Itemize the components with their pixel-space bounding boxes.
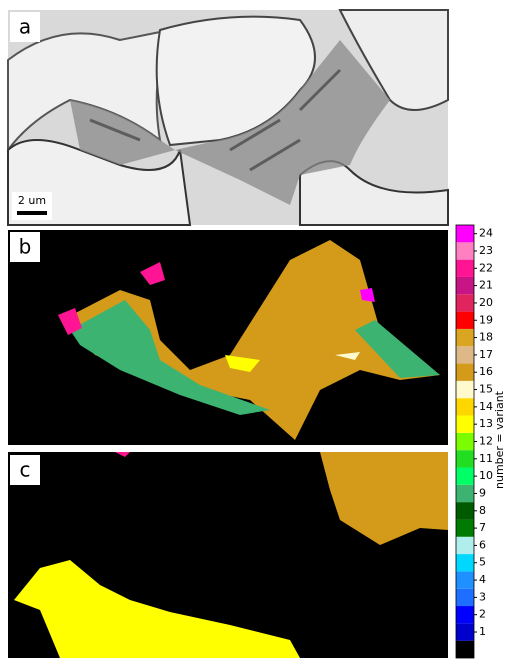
colorbar-tick-label: 13 — [479, 417, 493, 430]
colorbar-segment — [456, 346, 474, 363]
colorbar-tick-label: 20 — [479, 296, 493, 309]
colorbar-segment — [456, 260, 474, 277]
colorbar-tick-label: 3 — [479, 590, 486, 603]
colorbar-segment — [456, 225, 474, 242]
colorbar-segment — [456, 606, 474, 623]
colorbar-tick-label: 22 — [479, 261, 493, 274]
colorbar-segment — [456, 467, 474, 484]
colorbar-tick-label: 4 — [479, 573, 486, 586]
panel-label: a — [19, 15, 31, 39]
panel-label: c — [20, 458, 31, 482]
colorbar-tick-label: 16 — [479, 365, 493, 378]
colorbar-tick-label: 8 — [479, 504, 486, 517]
colorbar-tick-label: 18 — [479, 331, 493, 344]
colorbar-segment — [456, 589, 474, 606]
colorbar-tick-label: 19 — [479, 313, 493, 326]
colorbar-segment — [456, 381, 474, 398]
colorbar-tick-label: 11 — [479, 452, 493, 465]
colorbar-segment — [456, 450, 474, 467]
variant-map-b — [8, 230, 448, 445]
colorbar-segment — [456, 277, 474, 294]
colorbar-segment — [456, 554, 474, 571]
colorbar-tick-label: 9 — [479, 486, 486, 499]
colorbar-segment — [456, 571, 474, 588]
colorbar-tick-label: 5 — [479, 556, 486, 569]
colorbar-segment — [456, 641, 474, 658]
colorbar-label: number = variant — [493, 390, 506, 489]
colorbar-tick-label: 17 — [479, 348, 493, 361]
colorbar-segment — [456, 537, 474, 554]
colorbar-segment — [456, 294, 474, 311]
micrograph-a: a 2 um — [8, 10, 448, 225]
colorbar-tick-label: 7 — [479, 521, 486, 534]
colorbar-segment — [456, 364, 474, 381]
colorbar-tick-label: 1 — [479, 625, 486, 638]
figure: a 2 um b c 12345678910111213141516171819… — [0, 0, 512, 660]
colorbar-tick-label: 23 — [479, 244, 493, 257]
colorbar-segment — [456, 502, 474, 519]
colorbar-segment — [456, 242, 474, 259]
colorbar-segment — [456, 519, 474, 536]
colorbar-tick-label: 21 — [479, 279, 493, 292]
colorbar-segment — [456, 485, 474, 502]
colorbar-tick-label: 6 — [479, 538, 486, 551]
colorbar-tick-label: 12 — [479, 435, 493, 448]
colorbar-tick-label: 10 — [479, 469, 493, 482]
colorbar-tick-label: 24 — [479, 227, 493, 240]
colorbar-tick-label: 14 — [479, 400, 493, 413]
panel-label: b — [19, 235, 32, 259]
colorbar-segment — [456, 416, 474, 433]
colorbar-segment — [456, 623, 474, 640]
colorbar-tick-label: 15 — [479, 383, 493, 396]
variant-map-c — [8, 452, 448, 658]
colorbar-segment — [456, 329, 474, 346]
colorbar-segment — [456, 312, 474, 329]
colorbar-tick-label: 2 — [479, 608, 486, 621]
colorbar-segment — [456, 398, 474, 415]
colorbar-segment — [456, 433, 474, 450]
scale-bar-label: 2 um — [18, 194, 46, 207]
